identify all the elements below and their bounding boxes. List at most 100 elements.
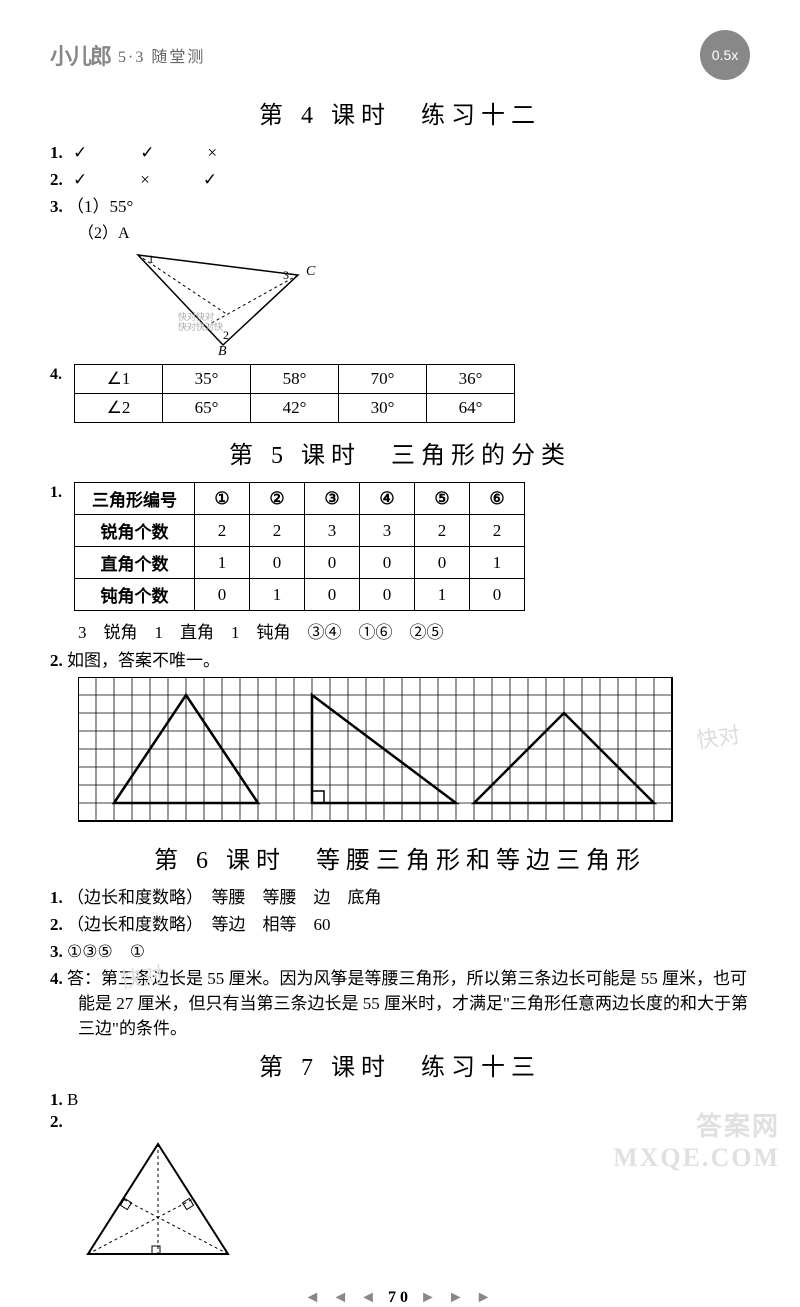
logo: 小儿郎 5·3 随堂测 <box>50 39 205 71</box>
page-header: 小儿郎 5·3 随堂测 0.5x <box>50 30 750 80</box>
cell: ⑤ <box>415 483 470 515</box>
cell: 3 <box>360 515 415 547</box>
q4-4-wrapper: 4. ∠1 35° 58° 70° 36° ∠2 65° 42° 30° 64° <box>50 360 750 427</box>
table-row: ∠2 65° 42° 30° 64° <box>75 394 515 423</box>
item-number: 3. <box>50 942 63 961</box>
decor: ◄ ◄ ◄ <box>304 1289 380 1306</box>
cell: 35° <box>163 365 251 394</box>
triangle-diagram-1: 1 3 2 C B 快对快对 快对快对快 <box>128 245 750 360</box>
cell: 3 <box>305 515 360 547</box>
cell: 锐角个数 <box>75 515 195 547</box>
cell: 1 <box>195 547 250 579</box>
cell: ③ <box>305 483 360 515</box>
answer-text: B <box>67 1090 78 1109</box>
item-number: 2. <box>50 915 63 934</box>
answer-marks: ✓ × ✓ <box>73 170 235 189</box>
cell: 30° <box>339 394 427 423</box>
cell: 直角个数 <box>75 547 195 579</box>
triangles-grid <box>78 677 750 832</box>
cell: 58° <box>251 365 339 394</box>
cell: 2 <box>195 515 250 547</box>
item-number: 1. <box>50 484 62 502</box>
svg-text:快对快对: 快对快对 <box>178 311 214 322</box>
cell: 2 <box>250 515 305 547</box>
table-row: 锐角个数 2 2 3 3 2 2 <box>75 515 525 547</box>
cell: 0 <box>250 547 305 579</box>
table-row: 钝角个数 0 1 0 0 1 0 <box>75 579 525 611</box>
cell: 0 <box>415 547 470 579</box>
q5-1-wrapper: 1. 三角形编号 ① ② ③ ④ ⑤ ⑥ 锐角个数 2 2 3 3 2 2 直角… <box>50 478 750 615</box>
cell: 36° <box>427 365 515 394</box>
q6-3: 3. ①③⑤ ① <box>50 937 750 962</box>
cell: ∠2 <box>75 394 163 423</box>
page-footer: ◄ ◄ ◄ 70 ► ► ► <box>50 1289 750 1307</box>
item-number: 1. <box>50 143 63 162</box>
sub-answer: （1）55° <box>67 197 133 216</box>
sub-label: （2）A <box>78 225 130 242</box>
cell: 42° <box>251 394 339 423</box>
page-number: 70 <box>388 1289 412 1306</box>
svg-text:B: B <box>218 344 227 355</box>
cell: 70° <box>339 365 427 394</box>
svg-text:快对快对快: 快对快对快 <box>178 321 223 332</box>
q6-2: 2. （边长和度数略） 等边 相等 60 <box>50 910 750 935</box>
table-row: ∠1 35° 58° 70° 36° <box>75 365 515 394</box>
cell: 钝角个数 <box>75 579 195 611</box>
cell: 64° <box>427 394 515 423</box>
q4-1: 1. ✓ ✓ × <box>50 138 750 163</box>
q6-1: 1. （边长和度数略） 等腰 等腰 边 底角 <box>50 883 750 908</box>
table-row: 三角形编号 ① ② ③ ④ ⑤ ⑥ <box>75 483 525 515</box>
logo-icon: 小儿郎 <box>50 39 110 71</box>
svg-text:2: 2 <box>223 328 229 342</box>
item-number: 1. <box>50 888 63 907</box>
q4-2: 2. ✓ × ✓ <box>50 165 750 190</box>
cell: 0 <box>195 579 250 611</box>
item-number: 3. <box>50 197 63 216</box>
cell: 0 <box>360 579 415 611</box>
lesson7-title: 第 7 课时 练习十三 <box>50 1047 750 1082</box>
cell: 0 <box>305 579 360 611</box>
cell: 0 <box>305 547 360 579</box>
q4-3-sub2: （2）A 1 3 2 C B 快对快对 快对快对快 <box>78 219 750 360</box>
item-number: 2. <box>50 651 63 670</box>
cell: 65° <box>163 394 251 423</box>
summary-line: 3 锐角 1 直角 1 钝角 ③④ ①⑥ ②⑤ <box>78 618 750 643</box>
cell: ② <box>250 483 305 515</box>
cell: 三角形编号 <box>75 483 195 515</box>
item-number: 2. <box>50 170 63 189</box>
cell: 0 <box>470 579 525 611</box>
q4-3: 3. （1）55° <box>50 192 750 217</box>
decor: ► ► ► <box>420 1289 496 1306</box>
cell: 2 <box>415 515 470 547</box>
cell: ① <box>195 483 250 515</box>
answer-text: （边长和度数略） 等边 相等 60 <box>67 915 331 934</box>
lesson6-title: 第 6 课时 等腰三角形和等边三角形 <box>50 840 750 875</box>
svg-text:1: 1 <box>148 252 154 266</box>
svg-text:3: 3 <box>283 268 289 282</box>
corner-watermark: 答案网 MXQE.COM <box>613 1106 780 1173</box>
cell: 1 <box>250 579 305 611</box>
cell: ④ <box>360 483 415 515</box>
item-number: 4. <box>50 969 63 988</box>
answer-marks: ✓ ✓ × <box>73 143 235 162</box>
cell: 1 <box>470 547 525 579</box>
answer-text: 答：第三条边长是 55 厘米。因为风筝是等腰三角形，所以第三条边长可能是 55 … <box>67 969 748 1038</box>
answer-text: ①③⑤ ① <box>67 942 145 961</box>
cell: 0 <box>360 547 415 579</box>
zoom-badge[interactable]: 0.5x <box>700 30 750 80</box>
item-number: 1. <box>50 1090 63 1109</box>
cell: ⑥ <box>470 483 525 515</box>
item-number: 4. <box>50 366 62 384</box>
cell: ∠1 <box>75 365 163 394</box>
q5-2: 2. 如图，答案不唯一。 <box>50 646 750 671</box>
answer-text: （边长和度数略） 等腰 等腰 边 底角 <box>67 888 382 907</box>
table-row: 直角个数 1 0 0 0 0 1 <box>75 547 525 579</box>
answer-text: 如图，答案不唯一。 <box>67 651 220 670</box>
cell: 1 <box>415 579 470 611</box>
logo-subtitle: 5·3 随堂测 <box>118 43 205 67</box>
svg-text:C: C <box>306 264 316 279</box>
q6-4: 4. 答：第三条边长是 55 厘米。因为风筝是等腰三角形，所以第三条边长可能是 … <box>50 964 750 1039</box>
cell: 2 <box>470 515 525 547</box>
classification-table: 三角形编号 ① ② ③ ④ ⑤ ⑥ 锐角个数 2 2 3 3 2 2 直角个数 … <box>74 482 525 611</box>
lesson5-title: 第 5 课时 三角形的分类 <box>50 435 750 470</box>
